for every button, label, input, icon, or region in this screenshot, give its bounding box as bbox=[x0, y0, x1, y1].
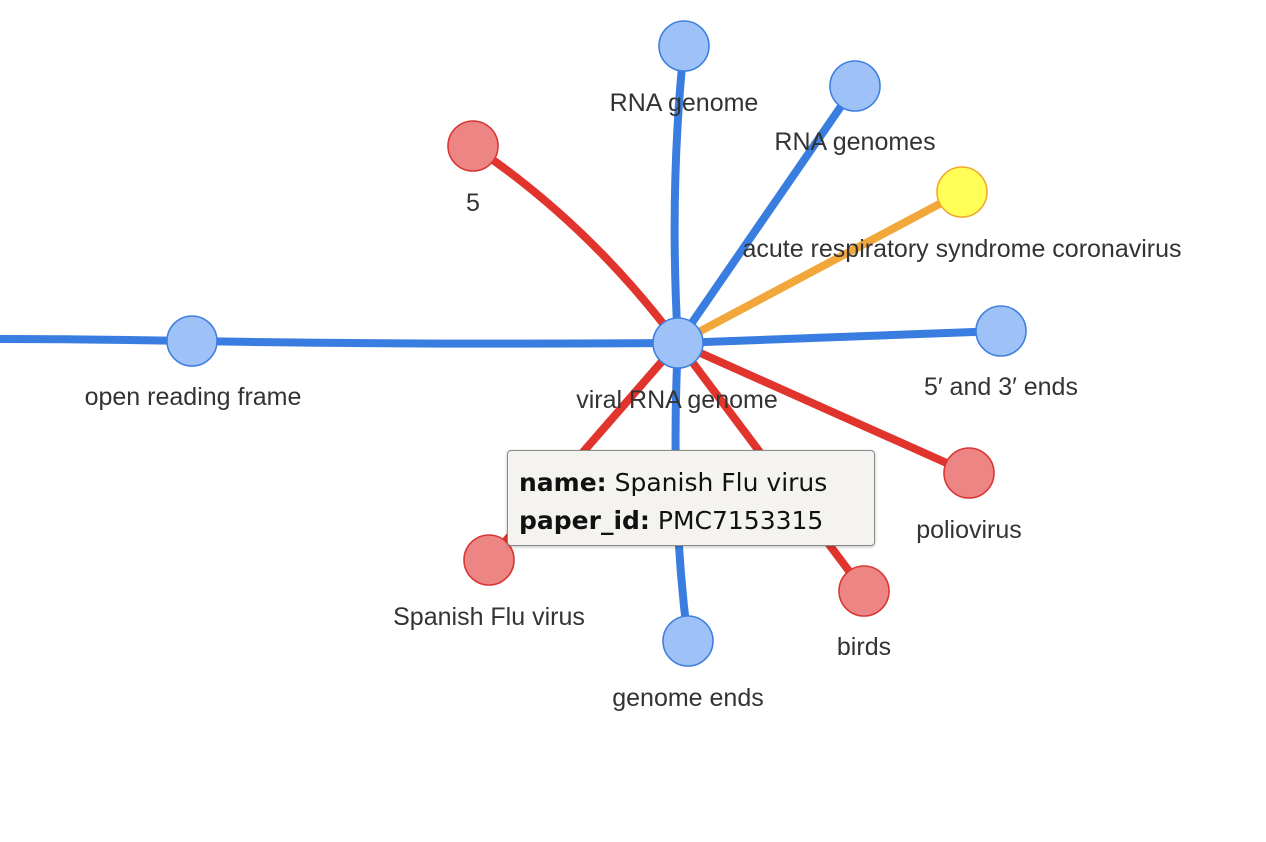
node-tooltip: name: Spanish Flu virus paper_id: PMC715… bbox=[507, 450, 875, 546]
node-spanish-flu[interactable] bbox=[463, 534, 515, 586]
tooltip-paper-value: PMC7153315 bbox=[657, 506, 824, 535]
node-label-five-three-ends: 5′ and 3′ ends bbox=[924, 373, 1078, 401]
node-acute-resp[interactable] bbox=[936, 166, 988, 218]
edge-viral_rna_genome-rna_genomes bbox=[674, 83, 859, 346]
node-open-reading-frame[interactable] bbox=[166, 315, 218, 367]
node-label-rna-genomes: RNA genomes bbox=[774, 128, 935, 156]
edge-viral_rna_genome-five bbox=[470, 142, 682, 346]
node-label-birds: birds bbox=[837, 633, 891, 661]
nodes-layer bbox=[166, 20, 1027, 667]
tooltip-name-value: Spanish Flu virus bbox=[614, 468, 828, 497]
node-birds[interactable] bbox=[838, 565, 890, 617]
node-label-rna-genome: RNA genome bbox=[610, 89, 759, 117]
tooltip-name-row: name: Spanish Flu virus bbox=[519, 464, 864, 502]
node-label-genome-ends: genome ends bbox=[612, 684, 764, 712]
node-five-three-ends[interactable] bbox=[975, 305, 1027, 357]
edge-viral_rna_genome-five_three_ends bbox=[677, 327, 1002, 347]
node-label-acute-resp: acute respiratory syndrome coronavirus bbox=[742, 235, 1181, 263]
edge-viral_rna_genome-open_reading_frame bbox=[191, 337, 679, 348]
edge-viral_rna_genome-poliovirus bbox=[676, 339, 971, 477]
node-label-open-reading-frame: open reading frame bbox=[85, 383, 302, 411]
node-genome-ends[interactable] bbox=[662, 615, 714, 667]
edge-viral_rna_genome-rna_genome bbox=[670, 45, 688, 344]
edge-open_reading_frame-offscreen bbox=[0, 335, 193, 345]
node-label-spanish-flu: Spanish Flu virus bbox=[393, 603, 585, 631]
node-rna-genomes[interactable] bbox=[829, 60, 881, 112]
node-five[interactable] bbox=[447, 120, 499, 172]
labels-layer: RNA genome RNA genomes 5 acute respiratory … bbox=[85, 89, 1182, 712]
tooltip-name-key: name: bbox=[519, 468, 607, 497]
tooltip-paper-key: paper_id: bbox=[519, 506, 650, 535]
node-viral-rna-genome[interactable] bbox=[652, 317, 704, 369]
node-label-viral-rna-genome: viral RNA genome bbox=[576, 386, 777, 414]
node-poliovirus[interactable] bbox=[943, 447, 995, 499]
tooltip-paper-row: paper_id: PMC7153315 bbox=[519, 502, 864, 540]
node-label-five: 5 bbox=[466, 189, 480, 217]
node-rna-genome[interactable] bbox=[658, 20, 710, 72]
edge-viral_rna_genome-acute_resp bbox=[676, 188, 964, 347]
node-label-poliovirus: poliovirus bbox=[916, 516, 1022, 544]
